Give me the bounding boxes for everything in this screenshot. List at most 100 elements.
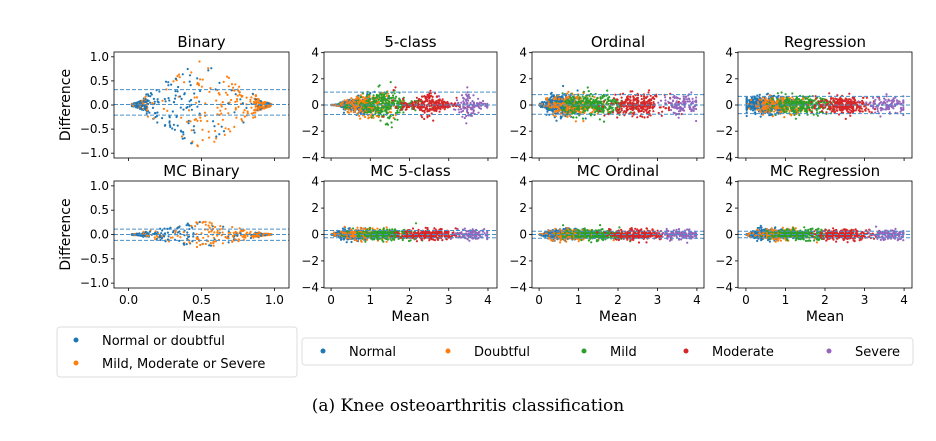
data-point [567,111,569,113]
data-point [200,120,202,122]
data-point [693,110,695,112]
data-point [619,111,621,113]
data-point [361,108,363,110]
data-point [645,109,647,111]
data-point [594,111,596,113]
scatter-points [131,60,273,147]
data-point [597,100,599,102]
data-point [158,90,160,92]
data-point [748,107,750,109]
data-point [570,102,572,104]
data-point [145,106,147,108]
data-point [767,93,769,95]
data-point [416,97,418,99]
data-point [602,106,604,108]
data-point [213,125,215,127]
data-point [610,100,612,102]
data-point [351,107,353,109]
data-point [842,109,844,111]
data-point [266,106,268,108]
data-point [779,101,781,103]
data-point [384,96,386,98]
y-tick-label: 0 [311,98,319,112]
data-point [460,102,462,104]
data-point [621,97,623,99]
data-point [181,135,183,137]
data-point [771,110,773,112]
data-point [771,107,773,109]
panel-title: Ordinal [591,33,645,51]
data-point [629,96,631,98]
data-point [814,107,816,109]
data-point [390,81,392,83]
data-point [142,102,144,104]
data-point [426,108,428,110]
data-point [748,99,750,101]
data-point [763,111,765,113]
data-point [580,111,582,113]
data-point [233,111,235,113]
data-point [691,109,693,111]
data-point [400,109,402,111]
data-point [428,102,430,104]
data-point [861,102,863,104]
data-point [836,110,838,112]
data-point [868,111,870,113]
data-point [861,108,863,110]
data-point [583,109,585,111]
data-point [392,99,394,101]
data-point [672,96,674,98]
data-point [219,225,221,227]
data-point [145,98,147,100]
data-point [545,102,547,104]
data-point [241,95,243,97]
data-point [679,98,681,100]
data-point [208,131,210,133]
data-point [802,95,804,97]
data-point [350,97,352,99]
data-point [381,105,383,107]
data-point [348,112,350,114]
data-point [169,126,171,128]
data-point [189,74,191,76]
data-point [757,101,759,103]
y-axis-label: Difference [58,69,74,141]
data-point [205,221,207,223]
data-point [764,106,766,108]
data-point [815,102,817,104]
data-point [236,98,238,100]
data-point [582,118,584,120]
data-point [189,242,191,244]
data-point [423,118,425,120]
data-point [786,108,788,110]
data-point [385,99,387,101]
y-tick-label: 0 [519,98,527,112]
data-point [201,232,203,234]
data-point [154,112,156,114]
y-tick-label: 4 [519,46,527,60]
data-point [366,95,368,97]
data-point [468,106,470,108]
data-point [233,126,235,128]
data-point [253,112,255,114]
data-point [865,101,867,103]
data-point [834,102,836,104]
data-point [798,102,800,104]
data-point [242,111,244,113]
data-point [578,98,580,100]
data-point [249,99,251,101]
data-point [182,138,184,140]
data-point [362,97,364,99]
data-point [250,96,252,98]
data-point [566,102,568,104]
data-point [190,84,192,86]
data-point [798,114,800,116]
data-point [900,111,902,113]
data-point [562,105,564,107]
data-point [689,100,691,102]
data-point [582,95,584,97]
data-point [590,93,592,95]
data-point [746,115,748,117]
data-point [469,97,471,99]
data-point [643,111,645,113]
